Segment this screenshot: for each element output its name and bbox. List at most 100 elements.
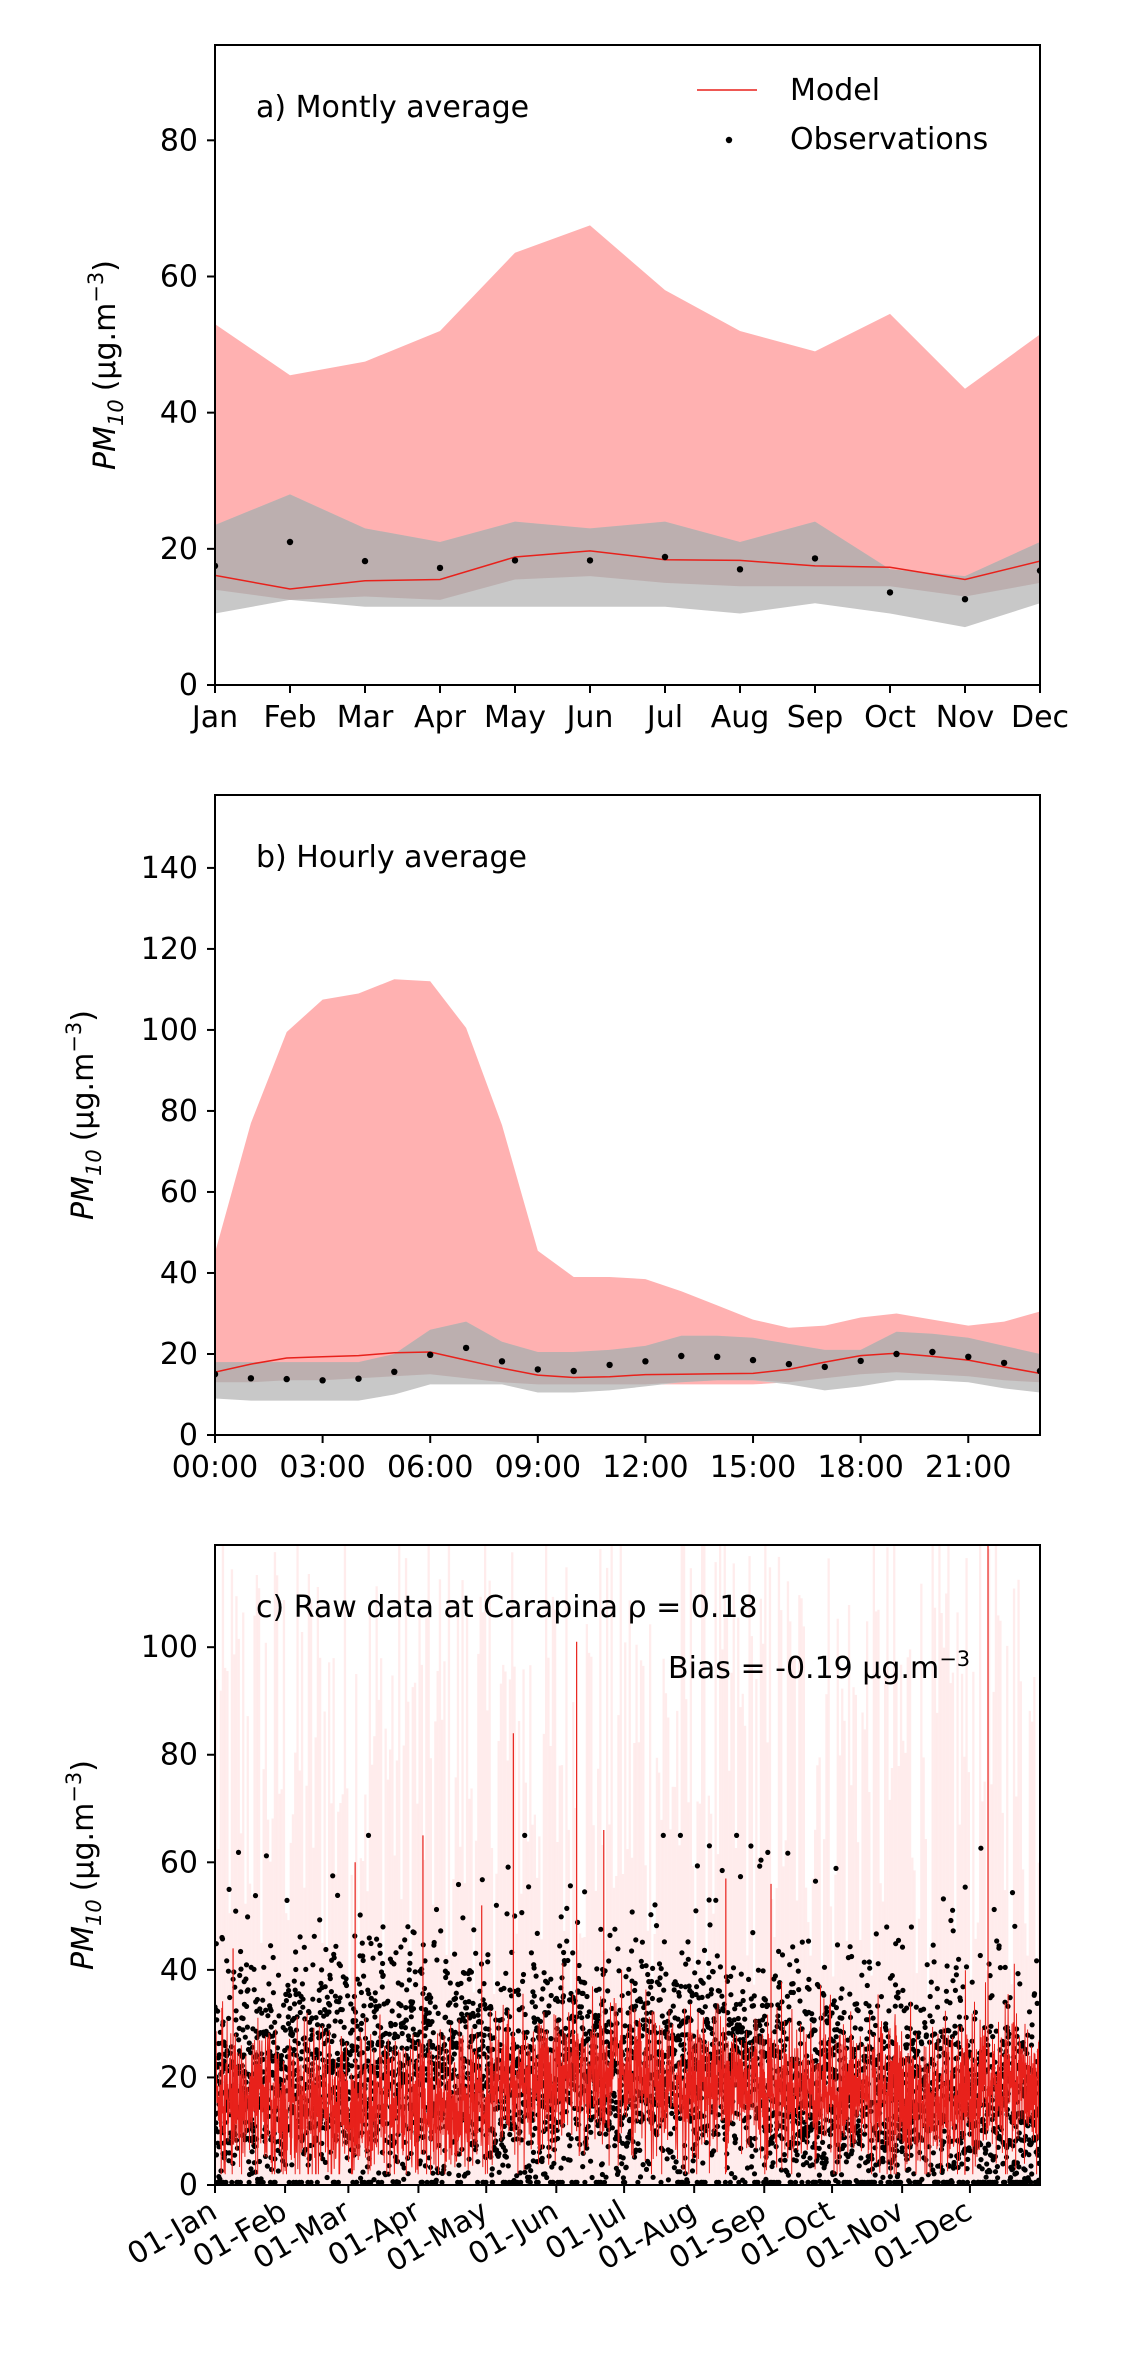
observation-point-3990 [963, 1964, 970, 1970]
observation-point-3450 [862, 2065, 868, 2071]
observation-point-4097 [984, 2161, 990, 2167]
observation-point-2615 [705, 2019, 711, 2026]
model-range-shade [649, 1624, 652, 2185]
observation-point-1547 [503, 2154, 509, 2160]
legend-observations-label: Observations [790, 122, 988, 157]
observation-point-2659 [713, 1897, 719, 1903]
model-range-shade [701, 1545, 704, 2185]
model-range-shade [836, 1618, 839, 2185]
model-range-shade [237, 1638, 240, 2185]
observation-point-3613 [892, 1982, 899, 1988]
raw-ytick-label-80: 80 [160, 1738, 198, 1773]
observation-point-3563 [883, 2027, 889, 2033]
model-range-shade [251, 1895, 254, 2185]
raw-ytick-label-60: 60 [160, 1845, 198, 1880]
observation-point-4236 [1010, 2143, 1016, 2149]
observation-point-3797 [927, 1993, 933, 2000]
observation-point-111 [233, 2017, 239, 2023]
model-range-shade [985, 1970, 989, 2185]
observation-point-1004 [401, 2165, 407, 2171]
observation-point-1293 [455, 1881, 462, 1888]
observation-point-1621 [517, 2170, 523, 2176]
observation-point-2056 [599, 2161, 605, 2167]
observation-point-4351 [1031, 1991, 1038, 1997]
observation-point-3650 [899, 1944, 906, 1950]
observation-point-337 [275, 1972, 282, 1978]
observation-point-3781 [924, 1962, 930, 1968]
model-range-shade [215, 1679, 218, 2185]
monthly-xtick-label-6: Jul [645, 700, 683, 735]
hourly-ytick-label-100: 100 [141, 1013, 198, 1048]
model-range-shade [474, 1840, 478, 2185]
observation-point-1002 [401, 2176, 407, 2182]
observation-point-1508 [496, 2150, 502, 2157]
observation-point-136 [238, 1948, 244, 1955]
observation-point-2557 [694, 1984, 700, 1990]
observation-point-2465 [676, 1993, 682, 1999]
observation-point-1309 [459, 2011, 465, 2017]
observation-point-1612 [516, 1992, 522, 1998]
observation-point-1234 [444, 1970, 450, 1976]
observation-point-950 [391, 1961, 397, 1967]
hourly-ytick-label-20: 20 [160, 1337, 198, 1372]
observation-point-3708 [910, 2037, 917, 2044]
observation-point-4092 [983, 2147, 989, 2153]
observation-point-17 [821, 1363, 828, 1371]
model-range-shade [443, 1661, 446, 2185]
observation-point-969 [394, 2158, 401, 2165]
observation-point-1711 [534, 1930, 540, 1936]
observation-point-791 [361, 2003, 367, 2009]
hourly-ytick-label-0: 0 [179, 1418, 198, 1453]
observation-point-100 [231, 1969, 237, 1975]
model-range-shade [309, 1600, 313, 2185]
observation-point-1384 [473, 1950, 479, 1956]
observation-point-586 [322, 2159, 328, 2165]
observation-point-519 [310, 1996, 316, 2002]
observation-point-2818 [743, 2041, 749, 2047]
observation-point-880 [378, 2058, 384, 2064]
observation-point-638 [332, 2018, 338, 2024]
observation-point-3236 [821, 1964, 828, 1970]
raw-plot-area [215, 1545, 1040, 2185]
observation-point-812 [365, 2058, 371, 2064]
observation-point-1556 [505, 1864, 511, 1870]
model-range-shade [567, 1829, 570, 2185]
observation-point-1053 [410, 2026, 416, 2032]
observation-point-1644 [522, 1832, 528, 1838]
model-range-shade [393, 1855, 396, 2185]
observation-point-789 [361, 1973, 367, 1979]
model-range-shade [264, 1642, 267, 2185]
hourly-ytick-label-80: 80 [160, 1094, 198, 1129]
observation-point-3777 [923, 2032, 930, 2038]
observation-point-24 [216, 2061, 223, 2067]
model-range-shade [533, 1814, 536, 2185]
model-range-shade [377, 1699, 380, 2185]
observation-point-1542 [502, 2179, 508, 2185]
model-range-shade [802, 1626, 805, 2185]
observation-point-2794 [738, 1971, 744, 1977]
observation-point-1115 [422, 1958, 428, 1964]
model-range-shade [556, 1842, 559, 2185]
model-range-shade [418, 1607, 421, 2185]
observation-point-189 [248, 2050, 254, 2056]
observation-point-1550 [504, 1911, 510, 1917]
observation-point-1224 [442, 2014, 449, 2020]
observation-point-4137 [991, 1906, 997, 1913]
model-range-shade [400, 1899, 403, 2185]
observation-point-1153 [429, 2054, 435, 2060]
observation-point-3067 [790, 1944, 796, 1950]
observation-point-2671 [715, 2131, 721, 2137]
model-range-shade [592, 1825, 595, 2185]
model-range-shade [707, 1795, 710, 2185]
observation-point-816 [366, 1991, 372, 1997]
observation-point-589 [323, 1946, 329, 1953]
model-range-shade [798, 1595, 801, 2185]
model-range-shade [737, 1617, 740, 2185]
model-range-shade [511, 1552, 514, 2185]
model-range-shade [630, 1857, 634, 2185]
hourly-ytick-label-120: 120 [141, 932, 198, 967]
observation-point-310 [270, 1990, 276, 1996]
observation-point-4362 [1034, 1958, 1040, 1964]
observation-point-2110 [609, 2125, 616, 2131]
observation-point-918 [385, 1998, 391, 2004]
